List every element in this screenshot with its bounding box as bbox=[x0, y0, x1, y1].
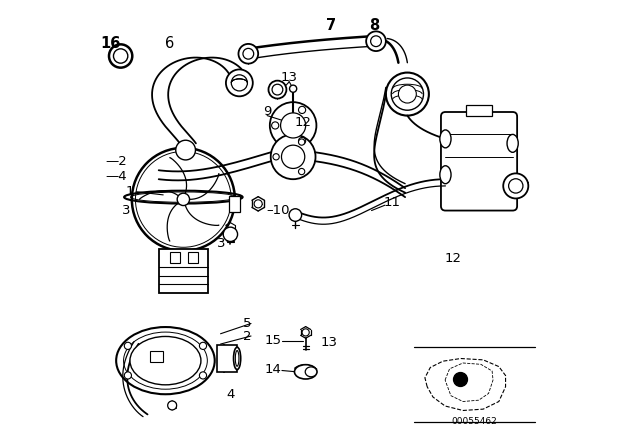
Text: –10: –10 bbox=[266, 204, 290, 217]
Text: 12: 12 bbox=[444, 252, 461, 266]
Circle shape bbox=[254, 200, 262, 208]
Text: 00055462: 00055462 bbox=[451, 418, 497, 426]
Circle shape bbox=[272, 84, 283, 95]
Text: 9: 9 bbox=[263, 104, 271, 118]
Text: 5: 5 bbox=[243, 317, 251, 330]
Circle shape bbox=[231, 75, 248, 91]
Bar bbox=[217, 345, 237, 372]
Text: 11: 11 bbox=[383, 196, 400, 209]
Circle shape bbox=[270, 102, 316, 149]
Circle shape bbox=[177, 193, 189, 206]
Circle shape bbox=[271, 134, 316, 179]
Circle shape bbox=[124, 372, 131, 379]
Circle shape bbox=[200, 372, 207, 379]
Bar bbox=[150, 351, 163, 362]
Text: 12: 12 bbox=[294, 116, 312, 129]
Text: 14: 14 bbox=[265, 362, 282, 376]
Circle shape bbox=[223, 227, 237, 241]
Bar bbox=[159, 249, 208, 293]
Circle shape bbox=[289, 209, 301, 221]
Circle shape bbox=[176, 140, 195, 160]
Circle shape bbox=[371, 36, 381, 47]
FancyBboxPatch shape bbox=[441, 112, 517, 211]
Bar bbox=[466, 105, 493, 116]
Ellipse shape bbox=[234, 347, 241, 370]
Ellipse shape bbox=[305, 367, 317, 377]
Ellipse shape bbox=[130, 336, 201, 385]
Text: 15: 15 bbox=[265, 334, 282, 347]
Bar bbox=[170, 252, 180, 263]
Text: —4: —4 bbox=[105, 170, 127, 183]
Circle shape bbox=[282, 145, 305, 168]
Circle shape bbox=[109, 44, 132, 68]
Circle shape bbox=[269, 81, 287, 99]
Circle shape bbox=[239, 44, 258, 64]
Circle shape bbox=[302, 329, 309, 336]
Circle shape bbox=[386, 73, 429, 116]
Circle shape bbox=[271, 122, 279, 129]
Circle shape bbox=[398, 85, 416, 103]
Text: 1: 1 bbox=[126, 185, 134, 198]
Text: 3: 3 bbox=[122, 204, 131, 217]
Bar bbox=[188, 252, 198, 263]
Circle shape bbox=[391, 78, 424, 110]
Text: —2: —2 bbox=[105, 155, 127, 168]
Circle shape bbox=[243, 48, 253, 59]
Circle shape bbox=[113, 49, 128, 63]
Circle shape bbox=[273, 154, 279, 160]
Circle shape bbox=[503, 173, 528, 198]
Circle shape bbox=[298, 168, 305, 175]
Circle shape bbox=[124, 342, 131, 349]
Circle shape bbox=[200, 342, 207, 349]
Ellipse shape bbox=[440, 166, 451, 184]
Circle shape bbox=[168, 401, 177, 410]
Text: 13: 13 bbox=[321, 336, 337, 349]
Bar bbox=[228, 196, 240, 212]
Text: 6: 6 bbox=[165, 36, 175, 52]
Circle shape bbox=[366, 31, 386, 51]
Text: 16: 16 bbox=[100, 36, 121, 52]
Circle shape bbox=[298, 138, 306, 145]
Ellipse shape bbox=[294, 365, 317, 379]
Text: 3: 3 bbox=[217, 237, 225, 250]
Ellipse shape bbox=[440, 130, 451, 148]
Ellipse shape bbox=[116, 327, 215, 394]
Circle shape bbox=[298, 139, 305, 145]
Text: 8: 8 bbox=[369, 18, 379, 34]
Text: 13: 13 bbox=[280, 71, 297, 85]
Ellipse shape bbox=[236, 350, 239, 366]
Circle shape bbox=[280, 113, 306, 138]
Circle shape bbox=[289, 85, 297, 92]
Text: 2: 2 bbox=[243, 329, 251, 343]
Circle shape bbox=[509, 179, 523, 193]
Circle shape bbox=[298, 106, 306, 113]
Circle shape bbox=[132, 148, 235, 251]
Circle shape bbox=[226, 69, 253, 96]
Text: 4: 4 bbox=[226, 388, 235, 401]
Text: 7: 7 bbox=[326, 18, 336, 34]
Ellipse shape bbox=[507, 134, 518, 152]
